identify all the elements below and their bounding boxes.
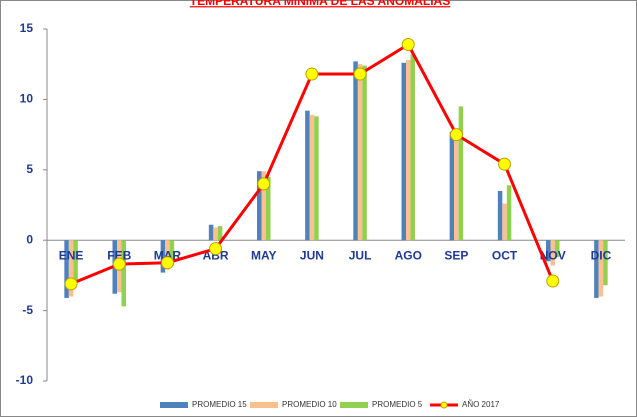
point xyxy=(401,37,415,51)
x-tick-label: DIC xyxy=(591,248,612,262)
bar xyxy=(169,240,175,266)
y-tick-label: -10 xyxy=(16,373,34,387)
point xyxy=(257,177,271,191)
bar xyxy=(266,176,271,241)
bar xyxy=(506,185,512,241)
bar xyxy=(410,54,415,241)
bar xyxy=(401,62,406,241)
legend-label: PROMEDIO 15 xyxy=(192,400,247,409)
x-tick-label: AGO xyxy=(395,248,422,262)
x-tick-label: OCT xyxy=(492,248,518,262)
x-tick-label: MAY xyxy=(251,248,277,262)
bar xyxy=(73,240,78,282)
point xyxy=(498,157,512,171)
legend-swatch xyxy=(340,402,368,408)
bar xyxy=(546,240,551,262)
bar xyxy=(160,240,166,273)
legend-label: AÑO 2017 xyxy=(462,400,500,409)
point xyxy=(449,128,463,142)
y-tick-label: 15 xyxy=(20,21,34,35)
x-tick-label: SEP xyxy=(444,248,468,262)
chart-title: TEMPERATURA MINIMA DE LAS ANOMALIAS xyxy=(190,0,450,8)
point xyxy=(209,242,223,256)
bar xyxy=(305,110,310,241)
point xyxy=(160,256,174,270)
x-tick-label: MAR xyxy=(154,248,182,262)
bar xyxy=(555,240,560,258)
bar xyxy=(594,240,599,298)
y-tick-label: 10 xyxy=(20,92,34,106)
bar xyxy=(208,224,214,241)
legend-swatch xyxy=(250,402,278,408)
bar xyxy=(449,131,455,241)
bar xyxy=(314,116,319,241)
legend-label: PROMEDIO 10 xyxy=(282,400,337,409)
bar xyxy=(68,240,74,297)
bar xyxy=(121,240,126,307)
y-tick-label: -5 xyxy=(22,303,33,317)
bar xyxy=(261,171,266,241)
bar xyxy=(406,59,411,241)
bar xyxy=(497,190,503,241)
legend-swatch xyxy=(440,401,448,409)
x-tick-label: FEB xyxy=(107,248,131,262)
point xyxy=(64,277,78,291)
bar xyxy=(64,240,69,298)
legend-swatch xyxy=(160,402,188,408)
bar xyxy=(213,227,218,241)
bar xyxy=(257,171,262,241)
y-tick-label: 5 xyxy=(26,162,33,176)
bar xyxy=(550,240,555,266)
bar xyxy=(362,65,367,241)
x-tick-label: JUL xyxy=(349,248,372,262)
x-tick-label: NOV xyxy=(540,248,566,262)
point xyxy=(112,257,126,271)
bar xyxy=(357,64,363,241)
bar xyxy=(454,134,459,241)
bar xyxy=(502,203,507,241)
bar xyxy=(458,106,464,241)
bar xyxy=(309,114,315,241)
bar xyxy=(603,240,608,286)
bar xyxy=(165,240,170,270)
bar xyxy=(598,240,604,297)
bar xyxy=(353,61,358,241)
point xyxy=(305,67,319,81)
x-tick-label: ENE xyxy=(59,248,84,262)
y-tick-label: 0 xyxy=(26,232,33,246)
bar xyxy=(217,226,223,241)
legend-label: PROMEDIO 5 xyxy=(372,400,423,409)
x-tick-label: JUN xyxy=(300,248,324,262)
point xyxy=(353,67,367,81)
point xyxy=(546,274,560,288)
